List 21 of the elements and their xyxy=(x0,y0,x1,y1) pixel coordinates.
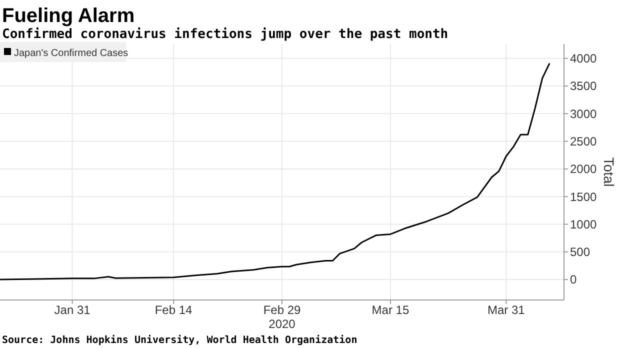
line-series xyxy=(0,62,550,280)
x-tick-label: Feb 14 xyxy=(154,303,193,317)
legend-label: Japan's Confirmed Cases xyxy=(14,48,128,59)
y-tick-label: 4000 xyxy=(570,52,598,66)
y-tick-label: 3000 xyxy=(570,106,598,121)
y-tick-label: 3500 xyxy=(570,79,598,94)
x-tick-label: Jan 31 xyxy=(54,303,91,317)
y-tick-label: 0 xyxy=(570,272,577,287)
y-tick-label: 500 xyxy=(570,245,590,260)
y-tick-label: 1000 xyxy=(570,217,598,232)
y-tick-label: 1500 xyxy=(570,190,598,204)
source-note: Source: Johns Hopkins University, World Health Organization xyxy=(2,334,358,346)
chart-title: Fueling Alarm xyxy=(2,5,135,27)
y-axis-title: Total xyxy=(601,157,617,187)
x2-axis-title: 2020 xyxy=(268,317,296,331)
y-tick-label: 2000 xyxy=(570,162,598,176)
x-tick-label: Mar 31 xyxy=(487,303,526,317)
x-tick-label: Feb 29 xyxy=(263,303,302,317)
y-tick-label: 2500 xyxy=(570,134,598,149)
chart-subtitle: Confirmed coronavirus infections jump over the past month xyxy=(2,27,448,42)
x-tick-label: Mar 15 xyxy=(372,303,410,317)
